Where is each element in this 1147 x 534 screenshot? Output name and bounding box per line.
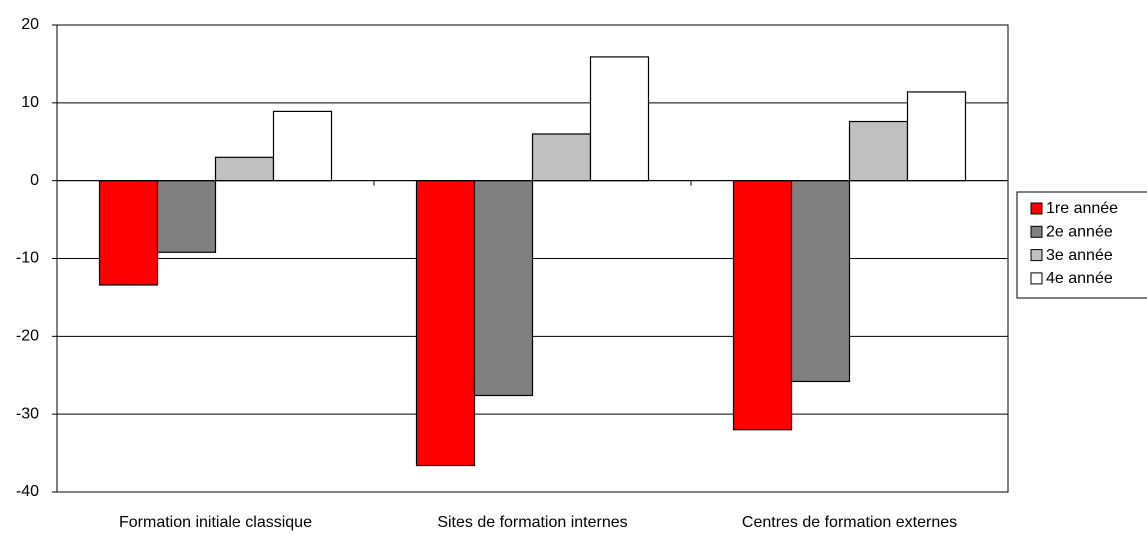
bar (214, 156, 275, 182)
x-tick-label: Sites de formation internes (437, 514, 627, 531)
legend-label: 3e année (1046, 247, 1113, 264)
bar (415, 180, 476, 467)
x-tick-label: Formation initiale classique (119, 514, 312, 531)
y-tick-label: 20 (21, 16, 39, 33)
legend-swatch (1030, 202, 1043, 215)
y-tick-label: -10 (16, 250, 39, 267)
y-tick-label: -40 (16, 483, 39, 500)
y-tick-label: 0 (30, 172, 39, 189)
legend-swatch (1030, 272, 1043, 285)
bar (98, 180, 159, 286)
y-tick-label: 10 (21, 94, 39, 111)
bar (790, 180, 851, 383)
legend-label: 2e année (1046, 224, 1113, 241)
legend-swatch (1030, 225, 1043, 238)
bar (272, 110, 333, 182)
legend-swatch (1030, 249, 1043, 262)
bar (589, 56, 650, 182)
y-tick-label: -30 (16, 405, 39, 422)
y-tick-label: -20 (16, 328, 39, 345)
bar (848, 120, 909, 182)
x-tick-label: Centres de formation externes (742, 514, 957, 531)
legend-label: 1re année (1046, 200, 1118, 217)
bar (732, 180, 793, 431)
bar (156, 180, 217, 253)
bar (473, 180, 534, 397)
bar (906, 91, 967, 182)
bar (531, 133, 592, 182)
legend-label: 4e année (1046, 270, 1113, 287)
